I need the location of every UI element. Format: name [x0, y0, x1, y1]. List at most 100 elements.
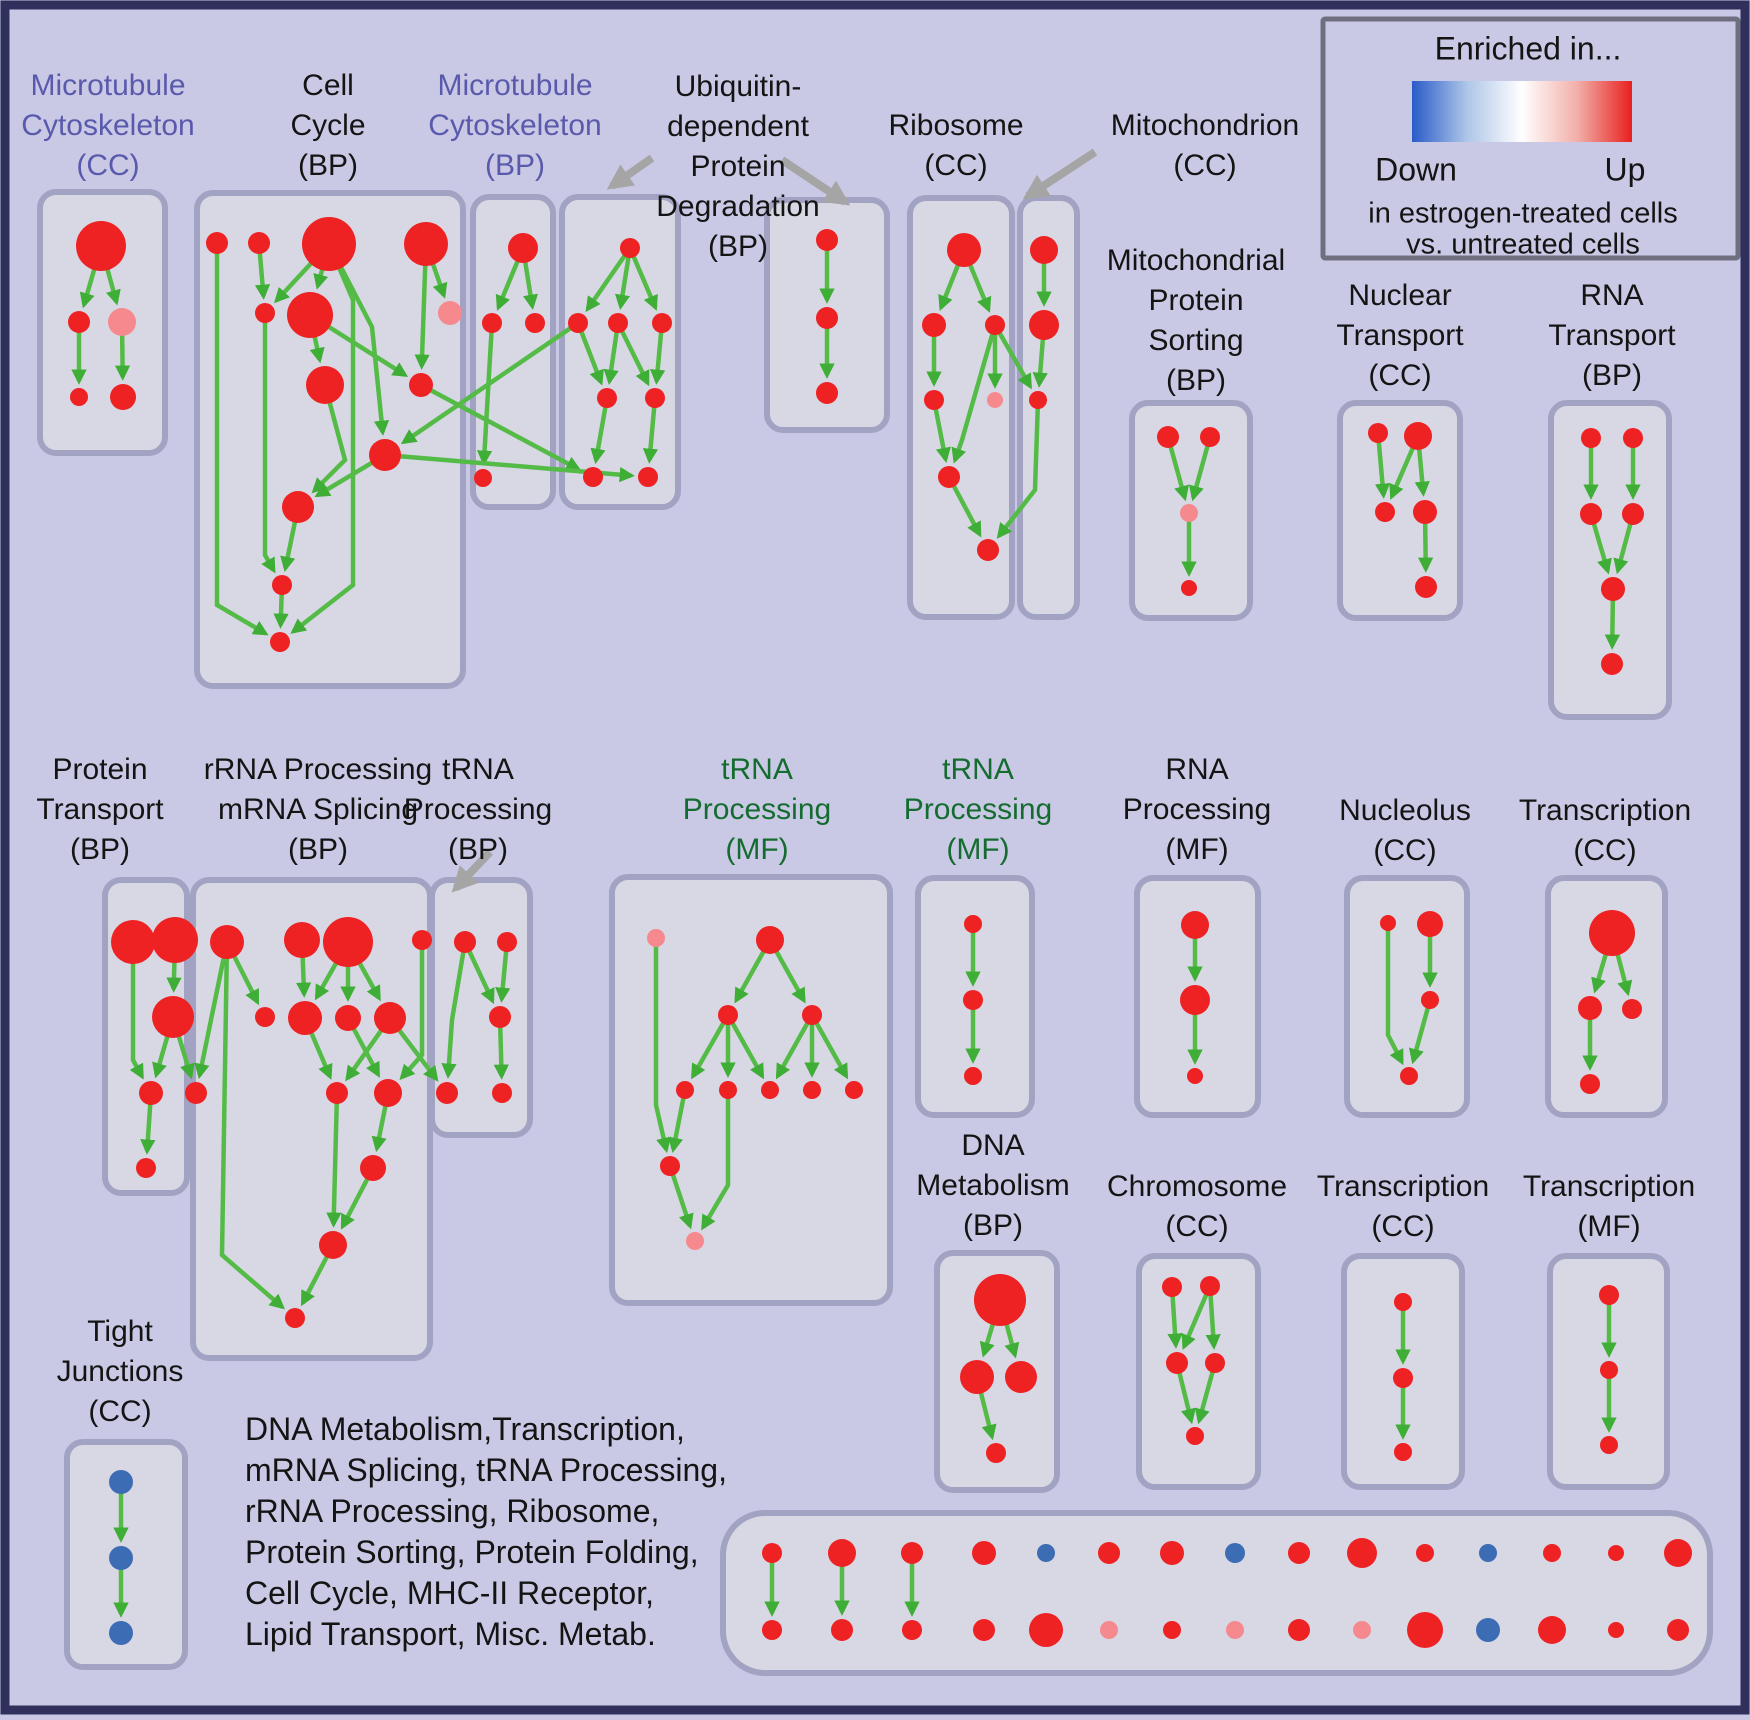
go-term-node-ubiquitin-bp [608, 313, 628, 333]
go-term-node-ribosome-cc [985, 315, 1005, 335]
edge-arrow [1188, 436, 1213, 502]
go-term-node-protein-transport-bp [152, 917, 198, 963]
edge-arrow [399, 940, 425, 1081]
go-term-node-cell-cycle-bp [302, 217, 356, 271]
go-term-node-misc-metabolism [1476, 1618, 1500, 1642]
edge-arrow [931, 399, 951, 464]
go-term-node-nuclear-transport-cc [1413, 500, 1437, 524]
edge-arrow [441, 941, 468, 1079]
go-term-node-trna-processing-mf-1 [756, 926, 784, 954]
go-term-node-misc-metabolism [1608, 1622, 1624, 1638]
go-term-node-trna-processing-mf-1 [647, 929, 665, 947]
edge-arrow [1408, 999, 1433, 1065]
go-term-node-nucleolus-cc [1417, 911, 1443, 937]
go-term-node-ribosome-cc [977, 539, 999, 561]
go-term-node-rrna-mrna-bp [210, 925, 244, 959]
go-term-node-misc-metabolism [1538, 1616, 1566, 1644]
go-term-node-rrna-mrna-bp [326, 1082, 348, 1104]
go-term-node-microtubule-bp [474, 469, 492, 487]
edge-arrow [810, 1013, 849, 1080]
go-term-node-misc-metabolism [762, 1543, 782, 1563]
edge-arrow [615, 322, 650, 387]
edge-arrow [1374, 432, 1391, 499]
go-term-node-protein-transport-bp [136, 1158, 156, 1178]
go-term-node-ubiquitin-bp [597, 388, 617, 408]
go-term-node-protein-transport-bp [152, 996, 194, 1038]
go-term-node-ubiquitin-sub-bp [816, 382, 838, 404]
go-term-node-nuclear-transport-cc [1415, 576, 1437, 598]
go-term-node-tight-junctions-cc [109, 1546, 133, 1570]
cluster-box-microtubule-bp [470, 194, 556, 510]
go-term-node-rrna-mrna-bp [360, 1155, 386, 1181]
go-term-node-trna-processing-bp [436, 1082, 458, 1104]
cross-edge-arrow [194, 941, 230, 1080]
go-term-node-cell-cycle-bp [255, 303, 275, 323]
go-term-node-trna-processing-bp [497, 932, 517, 952]
edge-arrow [290, 243, 356, 634]
go-term-node-cell-cycle-bp [272, 575, 292, 595]
go-term-node-nuclear-transport-cc [1404, 422, 1432, 450]
label-pointer-arrow [779, 156, 851, 206]
edge-arrow [214, 243, 269, 636]
go-term-node-rna-transport-bp [1580, 503, 1602, 525]
go-term-node-microtubule-bp [525, 313, 545, 333]
go-term-node-rrna-mrna-bp [412, 930, 432, 950]
cluster-label-transcription-cc-2: Transcription (CC) [1317, 1170, 1489, 1243]
go-term-node-tight-junctions-cc [109, 1621, 133, 1645]
legend: Enriched in... Down Up in estrogen-treated … [1320, 16, 1741, 261]
go-term-node-trna-processing-mf-1 [845, 1081, 863, 1099]
edge-arrow [476, 322, 495, 466]
cluster-box-misc-metabolism [720, 1510, 1713, 1676]
go-term-node-microtubule-cc [110, 384, 136, 410]
go-term-node-protein-transport-bp [139, 1081, 163, 1105]
go-term-node-mitochondrion-cc [1029, 391, 1047, 409]
cluster-label-trna-processing-mf-2: tRNA Processing (MF) [904, 753, 1052, 866]
cluster-label-microtubule-bp: Microtubule Cytoskeleton (BP) [428, 69, 601, 182]
go-term-node-cell-cycle-bp [404, 222, 448, 266]
go-term-node-ribosome-cc [924, 390, 944, 410]
go-term-node-mito-protein-sorting-bp [1200, 427, 1220, 447]
go-term-node-misc-metabolism [1163, 1621, 1181, 1639]
cluster-box-dna-metabolism-bp [934, 1250, 1060, 1493]
go-term-node-dna-metabolism-bp [960, 1360, 994, 1394]
go-term-node-misc-metabolism [1667, 1619, 1689, 1641]
go-term-node-misc-metabolism [1288, 1542, 1310, 1564]
go-term-node-trna-processing-bp [492, 1083, 512, 1103]
go-term-node-ubiquitin-bp [645, 388, 665, 408]
go-term-node-nucleolus-cc [1380, 915, 1396, 931]
go-term-node-rrna-mrna-bp [319, 1231, 347, 1259]
go-term-node-ubiquitin-sub-bp [816, 229, 838, 251]
go-term-node-cell-cycle-bp [438, 301, 462, 325]
go-term-node-ribosome-cc [947, 233, 981, 267]
go-term-node-microtubule-cc [76, 221, 126, 271]
edge-arrow [575, 322, 604, 386]
cluster-label-nucleolus-cc: Nucleolus (CC) [1339, 794, 1471, 867]
go-term-node-rrna-mrna-bp [288, 1001, 322, 1035]
go-term-node-ubiquitin-bp [638, 467, 658, 487]
go-term-node-misc-metabolism [1288, 1619, 1310, 1641]
go-term-node-misc-metabolism [1029, 1613, 1063, 1647]
go-term-node-misc-metabolism [1160, 1541, 1184, 1565]
cluster-label-rrna-mrna-bp: rRNA Processing mRNA Splicing (BP) [204, 753, 432, 866]
edge-arrow [311, 384, 348, 494]
go-term-node-misc-metabolism [1479, 1544, 1497, 1562]
go-term-node-mito-protein-sorting-bp [1157, 426, 1179, 448]
cluster-label-transcription-cc-1: Transcription (CC) [1519, 794, 1691, 867]
cross-edge-arrow [993, 323, 1032, 390]
go-term-node-nuclear-transport-cc [1375, 502, 1395, 522]
go-term-node-ribosome-cc [938, 466, 960, 488]
go-term-node-transcription-mf [1600, 1361, 1618, 1379]
cluster-box-chromosome-cc [1136, 1253, 1261, 1490]
go-term-node-mito-protein-sorting-bp [1180, 504, 1198, 522]
go-term-node-chromosome-cc [1200, 1276, 1220, 1296]
go-term-node-chromosome-cc [1166, 1352, 1188, 1374]
go-term-node-transcription-cc-2 [1394, 1443, 1412, 1461]
edge-arrow [327, 242, 390, 436]
go-term-node-ubiquitin-bp [568, 313, 588, 333]
edge-arrow [726, 1013, 765, 1080]
go-term-node-rna-transport-bp [1581, 428, 1601, 448]
go-term-node-cell-cycle-bp [206, 232, 228, 254]
cluster-label-trna-processing-mf-1: tRNA Processing (MF) [683, 753, 831, 866]
edge-arrow [1205, 1285, 1221, 1350]
go-term-node-rna-processing-mf [1180, 985, 1210, 1015]
